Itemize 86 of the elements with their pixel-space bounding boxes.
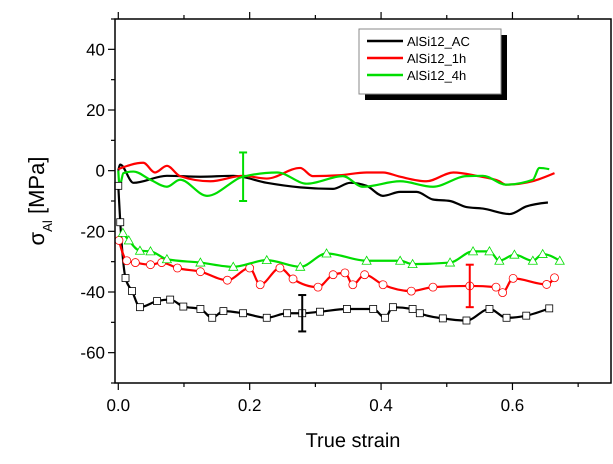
point <box>550 273 559 282</box>
point <box>196 267 205 276</box>
point <box>130 258 140 267</box>
point <box>122 256 132 266</box>
point <box>146 260 155 270</box>
point <box>542 280 552 289</box>
legend-label: AlSi12_4h <box>407 68 466 83</box>
point <box>438 314 447 322</box>
point <box>288 274 298 284</box>
point <box>528 256 538 265</box>
point <box>222 276 232 285</box>
point <box>328 270 338 280</box>
point <box>343 305 351 313</box>
legend-label: AlSi12_1h <box>407 51 466 66</box>
point <box>340 268 350 278</box>
point <box>522 312 530 320</box>
point <box>468 246 478 256</box>
point <box>228 262 238 271</box>
point <box>256 280 265 290</box>
point <box>122 274 130 282</box>
point <box>262 255 272 264</box>
point <box>545 304 554 312</box>
point <box>196 258 206 266</box>
y-tick-label: -40 <box>80 283 105 302</box>
x-axis-title: True strain <box>306 430 400 452</box>
point <box>316 308 324 316</box>
point <box>128 287 136 295</box>
point <box>486 305 494 313</box>
point <box>262 314 271 322</box>
point <box>283 309 292 318</box>
point <box>239 309 248 318</box>
point <box>146 246 156 256</box>
point <box>538 249 548 258</box>
point <box>510 250 520 259</box>
point <box>408 305 416 313</box>
point <box>462 316 470 324</box>
point <box>135 246 145 255</box>
point <box>322 248 332 258</box>
point <box>118 228 128 237</box>
point <box>162 254 172 264</box>
point <box>153 297 161 305</box>
point <box>494 256 504 265</box>
point <box>395 256 406 265</box>
point <box>245 264 254 272</box>
legend-label: AlSi12_AC <box>407 34 470 49</box>
point <box>508 274 518 283</box>
point <box>484 246 494 256</box>
x-tick-label: 0.0 <box>106 396 130 415</box>
y-tick-label: -20 <box>80 222 105 242</box>
point <box>208 314 216 322</box>
point <box>381 314 389 322</box>
point <box>360 270 370 280</box>
point <box>369 305 378 313</box>
point <box>408 259 418 268</box>
point <box>492 282 500 292</box>
y-tick-label: 40 <box>86 40 105 60</box>
point <box>275 264 284 272</box>
point <box>219 307 228 316</box>
point <box>502 314 510 322</box>
y-tick-label: 20 <box>86 101 105 120</box>
point <box>428 282 438 292</box>
point <box>173 264 182 272</box>
y-tick-label: -60 <box>80 344 105 363</box>
point <box>295 262 306 271</box>
point <box>166 296 174 304</box>
line-series <box>117 164 550 216</box>
point <box>348 280 358 290</box>
point <box>378 280 388 290</box>
point <box>314 282 322 292</box>
point <box>362 256 372 265</box>
point <box>196 305 204 313</box>
point <box>406 286 416 296</box>
point <box>179 302 188 310</box>
point <box>124 236 134 244</box>
x-tick-label: 0.6 <box>500 396 524 415</box>
point <box>416 309 424 318</box>
point <box>445 258 455 266</box>
y-tick-label: 0 <box>96 162 105 181</box>
point <box>136 303 144 312</box>
x-tick-label: 0.2 <box>238 396 262 415</box>
point <box>554 256 565 265</box>
point <box>498 288 508 298</box>
x-tick-label: 0.4 <box>369 396 393 415</box>
point <box>388 303 397 312</box>
line-series <box>117 162 556 186</box>
point <box>116 218 124 226</box>
